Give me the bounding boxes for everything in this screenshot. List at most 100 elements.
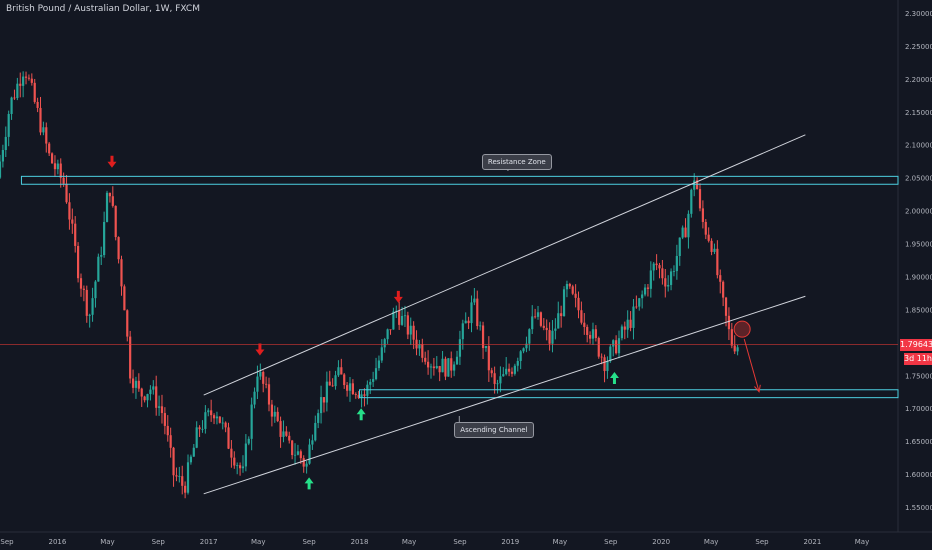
- candle-body: [646, 287, 650, 289]
- candle-body: [273, 411, 276, 417]
- breakdown-circle: [733, 320, 751, 338]
- candle-body: [727, 315, 731, 330]
- candle-body: [143, 396, 146, 401]
- candle-body: [181, 476, 184, 486]
- candle-body: [160, 406, 164, 414]
- x-tick-label: May: [100, 538, 114, 546]
- candle-body: [542, 325, 545, 328]
- candle-body: [669, 271, 673, 285]
- candle-body: [438, 366, 441, 373]
- candle-body: [568, 283, 571, 287]
- candle-body: [129, 336, 132, 379]
- candle-body: [227, 427, 230, 449]
- candle-body: [56, 163, 59, 170]
- candle-body: [507, 368, 511, 372]
- candle-body: [426, 361, 430, 368]
- candle-body: [348, 383, 352, 391]
- candle-body: [490, 370, 493, 374]
- bar-countdown-label: 3d 11h: [904, 352, 932, 365]
- candle-body: [346, 385, 349, 391]
- down-arrow-icon: [107, 155, 117, 168]
- x-tick-label: 2019: [501, 538, 519, 546]
- candle-body: [369, 381, 372, 385]
- candle-body: [519, 351, 522, 361]
- candle-body: [479, 325, 482, 327]
- candle-body: [250, 404, 253, 439]
- candle-body: [62, 177, 65, 184]
- candle-body: [571, 286, 574, 294]
- candle-body: [331, 385, 334, 387]
- candle-body: [424, 357, 427, 362]
- candle-body: [152, 386, 155, 390]
- candle-body: [380, 347, 383, 361]
- candle-body: [672, 271, 676, 272]
- candle-body: [690, 189, 693, 214]
- candle-body: [661, 268, 664, 279]
- candle-body: [166, 425, 169, 436]
- y-tick-label: 2.10000: [905, 142, 932, 150]
- candle-body: [649, 270, 652, 289]
- candle-body: [513, 365, 516, 374]
- candle-body: [253, 391, 256, 405]
- candle-body: [678, 237, 681, 256]
- candle-body: [276, 411, 279, 422]
- candle-body: [114, 205, 117, 238]
- candle-body: [484, 345, 488, 349]
- y-tick-label: 2.20000: [905, 76, 932, 84]
- candle-body: [212, 415, 216, 419]
- ascending-channel-label: Ascending Channel: [454, 422, 534, 438]
- x-tick-label: Sep: [755, 538, 769, 546]
- candle-body: [696, 180, 699, 190]
- candle-body: [586, 326, 589, 335]
- y-tick-label: 2.15000: [905, 109, 932, 117]
- candle-body: [701, 208, 704, 222]
- up-arrow-icon: [356, 408, 366, 421]
- candle-body: [383, 339, 386, 348]
- candle-body: [612, 340, 615, 347]
- candle-body: [464, 320, 467, 324]
- candle-body: [224, 422, 227, 428]
- candle-body: [1, 150, 4, 162]
- candle-body: [638, 298, 641, 307]
- candle-body: [27, 77, 31, 79]
- candle-body: [13, 97, 16, 99]
- candle-body: [386, 329, 389, 340]
- candle-body: [409, 325, 412, 335]
- candle-body: [123, 286, 126, 311]
- candle-body: [632, 306, 635, 328]
- candle-body: [652, 263, 655, 271]
- candle-body: [730, 329, 733, 346]
- channel-upper-line: [203, 134, 806, 396]
- candle-body: [10, 97, 13, 114]
- candle-body: [733, 345, 736, 352]
- x-tick-label: 2020: [652, 538, 670, 546]
- candle-body: [146, 394, 149, 401]
- candle-body: [74, 223, 77, 246]
- candle-body: [134, 380, 138, 388]
- down-arrow-icon: [255, 343, 265, 356]
- candle-body: [210, 410, 213, 416]
- forecast-arrow-head: [754, 384, 761, 393]
- candle-body: [337, 367, 340, 376]
- candle-body: [270, 404, 274, 417]
- candle-body: [238, 465, 242, 469]
- candle-body: [103, 221, 106, 256]
- candle-body: [186, 462, 190, 493]
- x-tick-label: 2021: [803, 538, 821, 546]
- x-tick-label: May: [855, 538, 869, 546]
- y-tick-label: 1.85000: [905, 306, 932, 314]
- candle-body: [389, 329, 392, 331]
- candle-body: [626, 319, 629, 330]
- candle-body: [658, 265, 661, 269]
- candle-body: [487, 345, 490, 371]
- candle-body: [175, 475, 178, 477]
- candle-body: [94, 281, 97, 299]
- candle-body: [481, 325, 485, 349]
- candle-body: [447, 358, 450, 377]
- channel-lower-line: [203, 295, 806, 495]
- candle-body: [583, 322, 586, 327]
- candle-body: [444, 358, 447, 377]
- y-tick-label: 1.95000: [905, 241, 932, 249]
- candle-body: [719, 275, 722, 282]
